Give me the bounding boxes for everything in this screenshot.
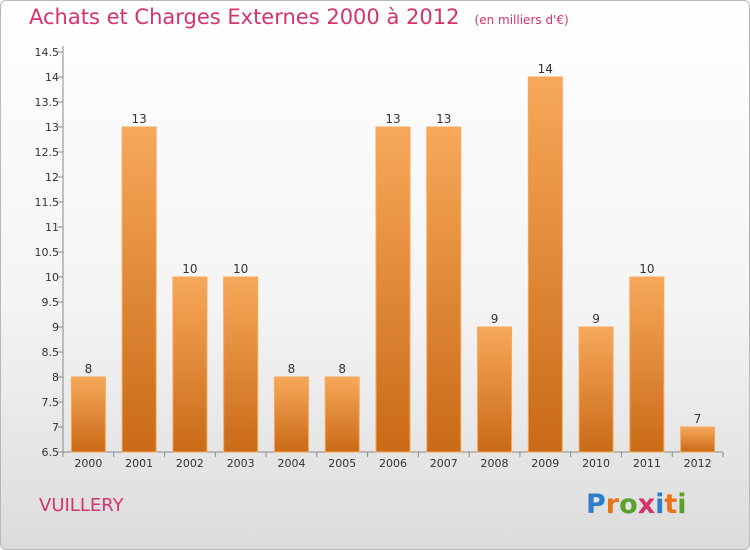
- chart-title-main: Achats et Charges Externes 2000 à 2012: [29, 5, 460, 29]
- x-tick-label: 2007: [430, 457, 458, 470]
- bar: [629, 276, 665, 453]
- x-tick-label: 2009: [531, 457, 559, 470]
- bar: [578, 326, 614, 453]
- x-tick-label: 2006: [379, 457, 407, 470]
- y-tick-label: 7: [52, 421, 59, 434]
- y-tick-label: 10.5: [35, 246, 60, 259]
- y-tick-label: 11.5: [35, 196, 60, 209]
- x-tick-label: 2000: [74, 457, 102, 470]
- x-tick-label: 2008: [481, 457, 509, 470]
- logo-letter: i: [655, 489, 665, 520]
- data-label: 8: [288, 362, 296, 376]
- commune-name: VUILLERY: [39, 495, 124, 516]
- logo-letter: i: [677, 489, 687, 520]
- data-label: 7: [694, 412, 702, 426]
- bar: [680, 426, 716, 453]
- chart-axes: 6.5 7 7.5 8 8.5 9 9.5 10 10.5 11 11.5 12 12.5 13 13.5 1…: [35, 46, 724, 470]
- data-label: 13: [385, 112, 400, 126]
- x-tick-label: 2001: [125, 457, 153, 470]
- bar: [477, 326, 513, 453]
- data-label: 13: [132, 112, 147, 126]
- y-tick-label: 12.5: [35, 146, 60, 159]
- logo-letter: P: [586, 489, 606, 520]
- data-label: 10: [233, 262, 248, 276]
- y-tick-label: 8.5: [42, 346, 60, 359]
- logo-letter: x: [637, 489, 656, 520]
- bar: [324, 376, 360, 453]
- data-label: 14: [538, 62, 553, 76]
- y-tick-label: 13: [45, 121, 59, 134]
- y-tick-label: 14.5: [35, 46, 60, 59]
- logo-letter: r: [605, 489, 620, 520]
- logo-letter: t: [664, 489, 678, 520]
- bar: [426, 126, 462, 453]
- logo-letter: o: [619, 489, 638, 520]
- chart-data-labels: 8 13 10 10 8 8 13 13 9 14 9 10 7: [85, 62, 702, 426]
- bar: [223, 276, 259, 453]
- data-label: 9: [592, 312, 600, 326]
- data-label: 9: [491, 312, 499, 326]
- x-tick-label: 2004: [277, 457, 305, 470]
- y-tick-label: 9: [52, 321, 59, 334]
- y-tick-label: 14: [45, 71, 59, 84]
- data-label: 8: [85, 362, 93, 376]
- y-tick-label: 7.5: [42, 396, 60, 409]
- bar: [172, 276, 208, 453]
- chart-bars: [70, 76, 716, 453]
- data-label: 10: [639, 262, 654, 276]
- y-tick-label: 11: [45, 221, 59, 234]
- x-tick-label: 2010: [582, 457, 610, 470]
- x-tick-label: 2005: [328, 457, 356, 470]
- bar: [527, 76, 563, 453]
- y-tick-label: 8: [52, 371, 59, 384]
- y-tick-label: 13.5: [35, 96, 60, 109]
- x-tick-label: 2012: [684, 457, 712, 470]
- data-label: 13: [436, 112, 451, 126]
- proxiti-logo[interactable]: Proxiti: [586, 489, 687, 520]
- bar: [70, 376, 106, 453]
- x-tick-label: 2002: [176, 457, 204, 470]
- x-tick-label: 2011: [633, 457, 661, 470]
- bar: [121, 126, 157, 453]
- x-tick-label: 2003: [227, 457, 255, 470]
- data-label: 8: [338, 362, 346, 376]
- chart-title: Achats et Charges Externes 2000 à 2012 (…: [29, 5, 569, 29]
- y-tick-label: 10: [45, 271, 59, 284]
- bar: [375, 126, 411, 453]
- bar: [273, 376, 309, 453]
- y-tick-label: 6.5: [42, 446, 60, 459]
- chart-title-unit: (en milliers d'€): [474, 13, 569, 27]
- y-tick-label: 9.5: [42, 296, 60, 309]
- data-label: 10: [182, 262, 197, 276]
- y-tick-label: 12: [45, 171, 59, 184]
